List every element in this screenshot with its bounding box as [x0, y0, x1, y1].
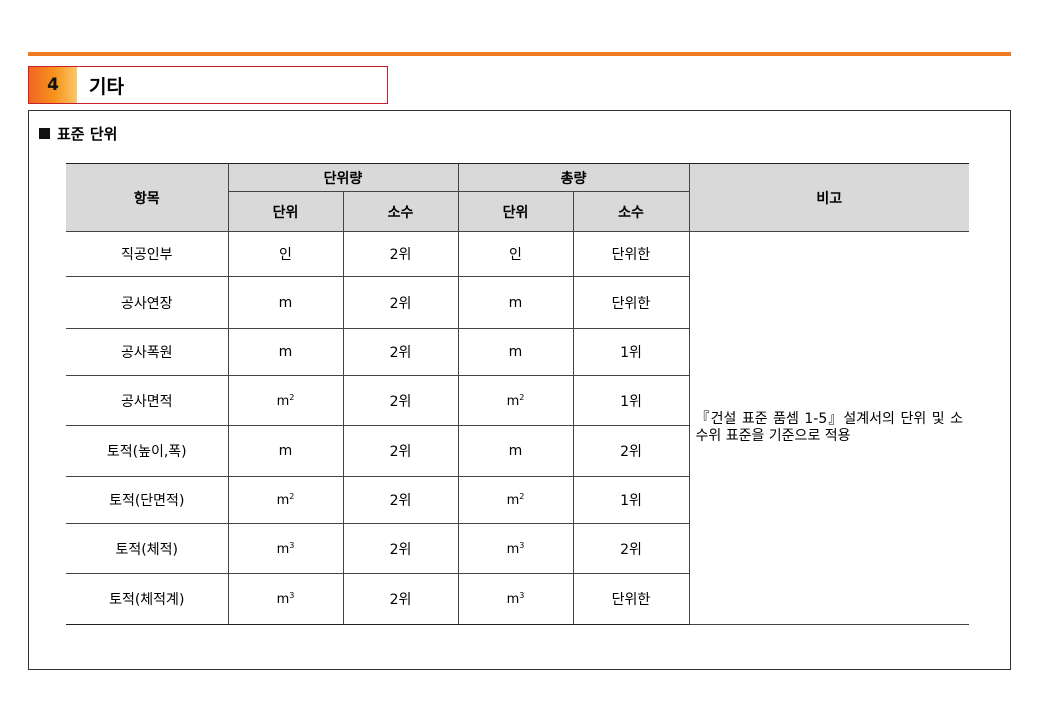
- header-decimal-1: 소수: [342, 191, 459, 232]
- section-number: 4: [29, 67, 77, 103]
- cell-unit: m3: [457, 573, 574, 625]
- header-unit-amount: 단위량: [227, 163, 459, 192]
- header-unit-2: 단위: [457, 191, 574, 232]
- cell-item: 토적(체적계): [66, 573, 229, 625]
- cell-decimal: 단위한: [572, 276, 690, 329]
- cell-unit: m3: [227, 523, 344, 574]
- table-row: 토적(높이,폭) m 2위 m 2위: [66, 425, 969, 477]
- cell-unit: m2: [227, 375, 344, 426]
- cell-unit: m2: [457, 476, 574, 524]
- cell-unit: m: [457, 276, 574, 329]
- cell-unit: m3: [227, 573, 344, 625]
- cell-item: 공사연장: [66, 276, 229, 329]
- header-total: 총량: [457, 163, 690, 192]
- cell-decimal: 2위: [342, 573, 459, 625]
- section-header: 4 기타: [28, 66, 388, 104]
- cell-decimal: 1위: [572, 328, 690, 376]
- cell-unit: 인: [227, 231, 344, 277]
- cell-decimal: 2위: [342, 523, 459, 574]
- header-decimal-2: 소수: [572, 191, 689, 232]
- cell-decimal: 2위: [572, 425, 690, 477]
- cell-decimal: 1위: [572, 375, 690, 426]
- top-rule: [28, 52, 1011, 56]
- cell-item: 토적(단면적): [66, 476, 229, 524]
- remark-text: 『건설 표준 품셈 1-5』설계서의 단위 및 소수위 표준을 기준으로 적용: [695, 411, 964, 444]
- subtitle: 표준 단위: [39, 123, 117, 144]
- cell-item: 공사폭원: [66, 328, 229, 376]
- cell-unit: m: [227, 328, 344, 376]
- subtitle-text: 표준 단위: [57, 125, 118, 143]
- cell-unit: m: [227, 276, 344, 329]
- content-box: 표준 단위 항목 단위량 총량 비고 단위 소수 단위 소수 직공인부 인: [28, 110, 1011, 670]
- header-unit-1: 단위: [228, 191, 344, 232]
- cell-decimal: 2위: [342, 476, 459, 524]
- cell-unit: m: [457, 425, 574, 477]
- cell-unit: m2: [457, 375, 574, 426]
- cell-item: 공사면적: [66, 375, 229, 426]
- cell-item: 토적(높이,폭): [66, 425, 229, 477]
- cell-decimal: 2위: [342, 231, 459, 277]
- remark-cell: 『건설 표준 품셈 1-5』설계서의 단위 및 소수위 표준을 기준으로 적용: [688, 231, 969, 625]
- cell-decimal: 1위: [572, 476, 690, 524]
- cell-decimal: 2위: [342, 375, 459, 426]
- table-row: 직공인부 인 2위 인 단위한 『건설 표준 품셈 1-5』설계서의 단위 및 …: [66, 231, 969, 625]
- header-remark: 비고: [688, 163, 969, 232]
- section-title: 기타: [89, 75, 124, 98]
- cell-unit: m: [227, 425, 344, 477]
- cell-item: 토적(체적): [66, 523, 229, 574]
- standard-units-table: 항목 단위량 총량 비고 단위 소수 단위 소수 직공인부 인 2위 인 단위한…: [66, 163, 969, 625]
- cell-unit: m3: [457, 523, 574, 574]
- table-row: 토적(단면적) m2 2위 m2 1위: [66, 476, 969, 524]
- table-row: 토적(체적계) m3 2위 m3 단위한: [66, 573, 969, 625]
- cell-unit: m2: [227, 476, 344, 524]
- cell-item: 직공인부: [66, 231, 229, 277]
- cell-unit: m: [457, 328, 574, 376]
- cell-decimal: 2위: [342, 328, 459, 376]
- cell-decimal: 단위한: [572, 231, 690, 277]
- square-bullet-icon: [39, 128, 50, 139]
- cell-decimal: 단위한: [572, 573, 690, 625]
- cell-decimal: 2위: [342, 276, 459, 329]
- cell-decimal: 2위: [342, 425, 459, 477]
- cell-unit: 인: [457, 231, 574, 277]
- header-item: 항목: [66, 163, 229, 232]
- table-row: 토적(체적) m3 2위 m3 2위: [66, 523, 969, 574]
- cell-decimal: 2위: [572, 523, 690, 574]
